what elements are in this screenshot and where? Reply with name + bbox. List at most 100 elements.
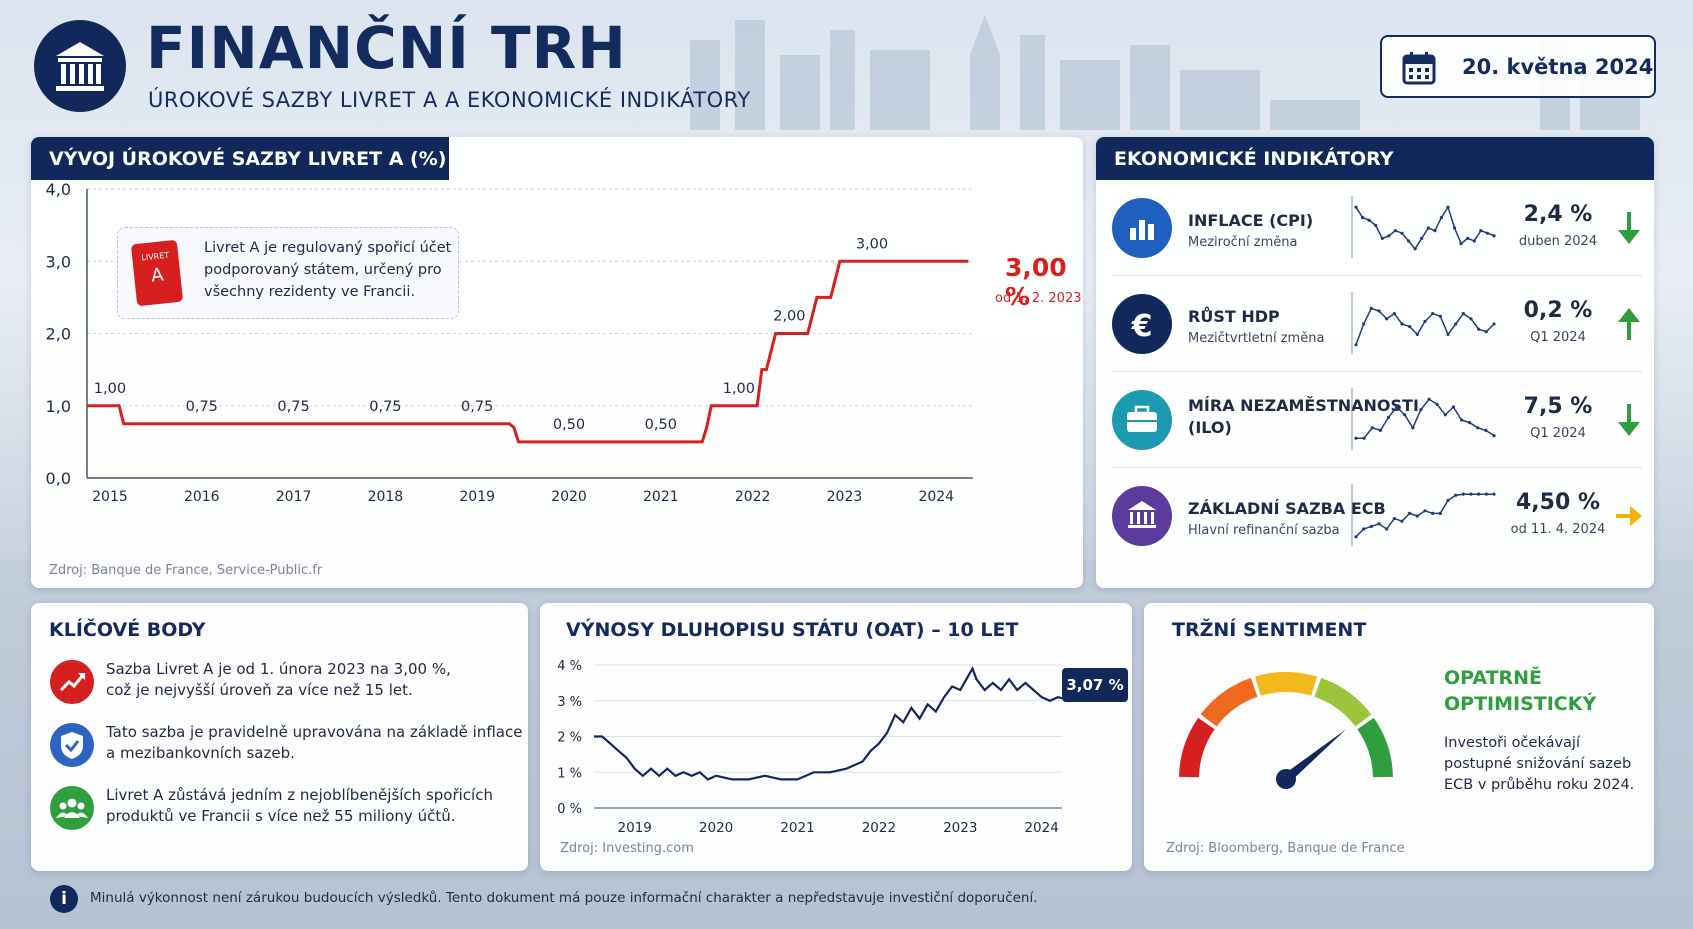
data-label: 0,50 <box>553 417 585 433</box>
data-label: 0,75 <box>369 399 401 415</box>
indicators-card: EKONOMICKÉ INDIKÁTORY INFLACE (CPI) Mezir… <box>1096 137 1654 588</box>
livret-chart-title: VÝVOJ ÚROKOVÉ SAZBY LIVRET A (%) <box>31 137 449 180</box>
indicator-divider <box>1112 275 1642 276</box>
indicator-name: ZÁKLADNÍ SAZBA ECB <box>1188 499 1386 518</box>
oat-chart-title: VÝNOSY DLUHOPISU STÁTU (OAT) – 10 LET <box>566 619 1019 641</box>
livret-badge-icon: LIVRET A <box>130 239 184 307</box>
y-tick-label: 2 % <box>557 731 582 746</box>
key-point-line-1: Livret A zůstává jedním z nejoblíbenější… <box>106 786 493 804</box>
gauge-segment <box>1179 717 1215 778</box>
x-tick-label: 2019 <box>459 489 495 505</box>
x-tick-label: 2017 <box>276 489 312 505</box>
oat-source: Zdroj: Investing.com <box>560 841 694 856</box>
x-tick-label: 2015 <box>92 489 128 505</box>
indicator-row: € RŮST HDP Mezičtvrtletní změna 0,2 % Q1 202… <box>1096 276 1656 372</box>
date-label: 20. května 2024 <box>1462 55 1654 79</box>
y-tick-label: 1,0 <box>46 397 71 416</box>
briefcase-icon <box>1112 390 1172 450</box>
x-tick-label: 2016 <box>184 489 220 505</box>
indicator-value: 4,50 % <box>1516 490 1600 515</box>
gauge-segment <box>1357 717 1393 778</box>
x-tick-label: 2021 <box>780 820 814 836</box>
indicator-sparkline <box>1351 292 1496 354</box>
svg-text:€: € <box>1131 309 1153 344</box>
indicators-title: EKONOMICKÉ INDIKÁTORY <box>1096 137 1654 180</box>
page-title: FINANČNÍ TRH <box>146 14 627 82</box>
sparkline-line <box>1356 398 1495 439</box>
indicator-name: RŮST HDP <box>1188 307 1280 326</box>
indicator-value: 0,2 % <box>1523 298 1593 323</box>
y-tick-label: 0,0 <box>46 469 71 488</box>
data-label: 0,75 <box>186 399 218 415</box>
y-tick-label: 3 % <box>557 695 582 710</box>
euro-icon: € <box>1112 294 1172 354</box>
sentiment-source: Zdroj: Bloomberg, Banque de France <box>1166 841 1405 856</box>
livret-source: Zdroj: Banque de France, Service-Public.… <box>49 563 323 578</box>
key-point-line-1: Sazba Livret A je od 1. února 2023 na 3,… <box>106 660 451 678</box>
indicator-row: INFLACE (CPI) Meziroční změna 2,4 % duben 2… <box>1096 180 1656 276</box>
key-point-line-1: Tato sazba je pravidelně upravována na z… <box>106 723 523 741</box>
x-tick-label: 2020 <box>551 489 587 505</box>
key-point-line-2: a mezibankovních sazeb. <box>106 744 295 762</box>
trend-down-icon <box>1618 212 1640 244</box>
livret-callout: LIVRET A Livret A je regulovaný spořicí … <box>117 227 459 319</box>
sparkline-line <box>1355 493 1494 538</box>
indicator-period: Q1 2024 <box>1530 426 1586 441</box>
key-point-line-2: což je nejvyšší úroveň za více než 15 le… <box>106 681 413 699</box>
y-tick-label: 4 % <box>557 659 582 674</box>
key-point-text: Livret A zůstává jedním z nejoblíbenější… <box>106 785 526 827</box>
data-label: 1,00 <box>94 381 126 397</box>
x-tick-label: 2023 <box>943 820 977 836</box>
y-tick-label: 4,0 <box>46 180 71 199</box>
key-points-card: KLÍČOVÉ BODY <box>31 603 528 871</box>
indicator-row: MÍRA NEZAMĚSTNANOSTI (ILO) 7,5 % Q1 2024 <box>1096 372 1656 468</box>
disclaimer: Minulá výkonnost není zárukou budoucích … <box>90 890 1038 906</box>
oat-last-badge: 3,07 % <box>1062 668 1128 702</box>
indicator-name-2: (ILO) <box>1188 418 1232 437</box>
indicator-value: 7,5 % <box>1523 394 1593 419</box>
indicator-sub: Mezičtvrtletní změna <box>1188 331 1325 346</box>
sentiment-card: TRŽNÍ SENTIMENT OPATRNĚ OPTIMISTICKÝ Inv… <box>1144 603 1654 871</box>
data-label: 1,00 <box>723 381 755 397</box>
info-icon: i <box>50 885 78 913</box>
x-tick-label: 2024 <box>1024 820 1058 836</box>
data-label: 0,75 <box>461 399 493 415</box>
sentiment-desc-1: Investoři očekávají <box>1444 735 1580 751</box>
people-icon <box>50 786 94 830</box>
current-rate-since: od 1. 2. 2023 <box>995 291 1082 306</box>
indicator-period: duben 2024 <box>1518 234 1598 249</box>
x-tick-label: 2021 <box>643 489 679 505</box>
indicator-period: Q1 2024 <box>1530 330 1586 345</box>
indicator-sparkline <box>1351 388 1496 450</box>
badge-top-text: LIVRET <box>140 250 170 263</box>
date-box: 20. května 2024 <box>1380 35 1656 98</box>
key-point-text: Sazba Livret A je od 1. února 2023 na 3,… <box>106 659 526 701</box>
callout-line-2: podporovaný státem, určený pro <box>204 262 442 278</box>
x-tick-label: 2023 <box>827 489 863 505</box>
livret-chart: 0,0 1,0 2,0 3,0 4,0 2015 2016 2017 2018 2019 2020 2… <box>46 180 973 505</box>
indicator-sparkline <box>1351 196 1496 258</box>
trend-up-icon <box>1618 308 1640 340</box>
data-label: 0,50 <box>645 417 677 433</box>
y-tick-label: 3,0 <box>46 252 71 271</box>
data-label: 0,75 <box>277 399 309 415</box>
oat-chart: 0 % 1 % 2 % 3 % 4 % 2019 2020 2021 2022 2023 2024 <box>557 659 1063 836</box>
callout-line-1: Livret A je regulovaný spořicí účet <box>204 240 452 256</box>
trend-down-icon <box>1618 404 1640 436</box>
gauge-segment <box>1314 677 1372 727</box>
indicator-sparkline <box>1351 484 1496 546</box>
oat-last-label: 3,07 % <box>1066 676 1124 694</box>
indicator-sub: Hlavní refinanční sazba <box>1188 523 1340 538</box>
indicator-sub: Meziroční změna <box>1188 235 1298 250</box>
x-tick-label: 2019 <box>618 820 652 836</box>
sparkline-line <box>1355 205 1495 251</box>
indicator-row: ZÁKLADNÍ SAZBA ECB Hlavní refinanční sazb… <box>1096 468 1656 564</box>
x-tick-label: 2022 <box>735 489 771 505</box>
bar-chart-icon <box>1112 198 1172 258</box>
sentiment-label-1: OPATRNĚ <box>1444 667 1543 689</box>
sentiment-title: TRŽNÍ SENTIMENT <box>1172 619 1367 641</box>
gauge-segment <box>1254 672 1318 696</box>
sentiment-label-2: OPTIMISTICKÝ <box>1444 693 1597 715</box>
y-tick-label: 2,0 <box>46 325 71 344</box>
oat-yield-line <box>594 666 1063 781</box>
